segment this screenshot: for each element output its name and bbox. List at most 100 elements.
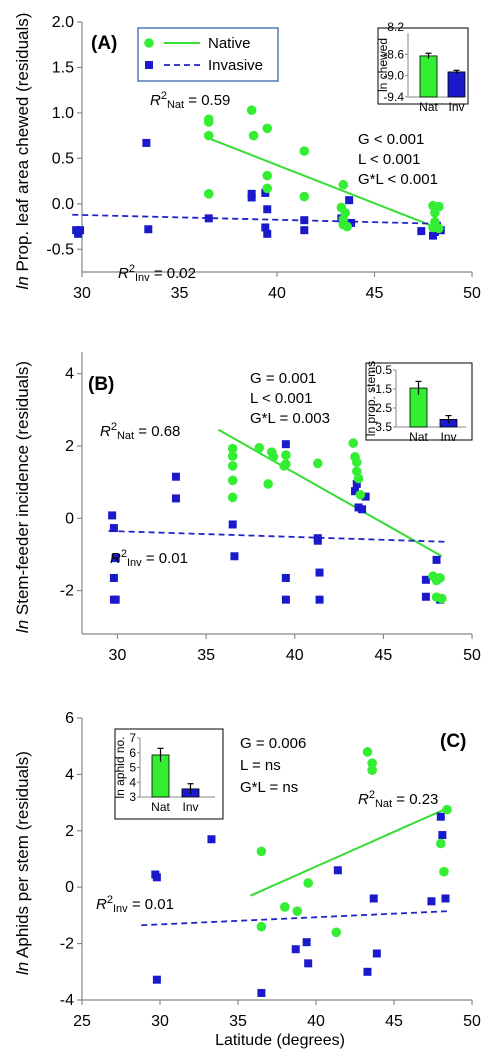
r2-value: = 0.68	[134, 423, 180, 440]
native-point	[280, 902, 290, 912]
native-point	[367, 758, 377, 768]
y-axis-label-text: Stem-feeder incidence (residuals)	[13, 361, 32, 620]
inset-category-label: Inv	[440, 430, 456, 444]
x-tick-label: 45	[374, 647, 392, 664]
invasive-fit-line	[141, 910, 449, 927]
inset-y-tick-label: -9.0	[383, 69, 404, 83]
legend-native-marker	[144, 38, 154, 48]
inset-y-label: ln chewed	[376, 38, 390, 92]
inset-y-tick-label: -8.2	[383, 20, 404, 34]
inset-category-label: Inv	[182, 800, 198, 814]
native-point	[362, 747, 373, 757]
invasive-point	[438, 831, 447, 840]
native-point	[442, 804, 452, 815]
invasive-point	[315, 568, 324, 577]
stat-line: G = 0.006	[240, 735, 306, 752]
inset-y-label: ln aphid no.	[113, 736, 127, 798]
y-tick-label: -0.5	[46, 241, 74, 258]
y-tick-label: 0.0	[52, 196, 74, 213]
invasive-point	[417, 227, 426, 236]
invasive-point	[152, 873, 161, 882]
native-point	[262, 170, 273, 181]
stat-line: G*L < 0.001	[358, 171, 438, 188]
invasive-point	[171, 494, 180, 503]
inset-y-tick-label: -2.5	[371, 401, 392, 415]
r2-subscript: Nat	[117, 430, 134, 442]
y-tick-label: 0.5	[52, 150, 74, 167]
invasive-point	[281, 440, 290, 449]
stat-line: L < 0.001	[358, 151, 420, 168]
native-point	[254, 443, 265, 453]
r2-subscript: Nat	[167, 99, 184, 111]
y-tick-label: -2	[60, 583, 74, 600]
r2-value: = 0.01	[142, 550, 188, 567]
y-axis-label: ln Aphids per stem (residuals)	[13, 751, 32, 975]
native-point	[312, 458, 323, 469]
r2-symbol: R	[358, 791, 369, 808]
y-axis-label: ln Prop. leaf area chewed (residuals)	[13, 13, 32, 290]
native-point	[246, 105, 257, 115]
invasive-point	[421, 575, 430, 584]
x-tick-label: 30	[151, 1013, 169, 1030]
x-tick-label: 30	[109, 647, 127, 664]
invasive-point	[302, 938, 311, 947]
r2-subscript: Inv	[135, 272, 150, 284]
native-point	[262, 183, 273, 194]
invasive-point	[313, 536, 322, 545]
native-point	[256, 846, 267, 857]
native-point	[435, 573, 445, 583]
r2-value: = 0.59	[184, 92, 230, 109]
inset-bar-chart: -8.6 -9.0 -9.4 -8.2 Nat Inv ln chewed	[376, 20, 469, 114]
invasive-point	[345, 196, 354, 205]
inset-category-label: Nat	[419, 100, 438, 114]
y-axis-label-ln: ln	[13, 276, 32, 289]
native-point	[430, 208, 440, 218]
native-point	[279, 461, 289, 471]
invasive-point	[315, 595, 324, 604]
r2-value: = 0.23	[392, 791, 438, 808]
native-fit-line	[208, 137, 442, 231]
native-point	[303, 878, 314, 888]
y-tick-label: 1.0	[52, 105, 74, 122]
r2-invasive: R2Inv = 0.01	[110, 548, 188, 569]
y-tick-label: -2	[60, 936, 74, 953]
r2-superscript: 2	[121, 548, 127, 560]
native-point	[203, 130, 214, 141]
invasive-point	[109, 524, 118, 533]
invasive-point	[361, 492, 370, 501]
native-point	[331, 927, 342, 938]
invasive-point	[171, 472, 180, 481]
y-tick-label: 2	[65, 823, 74, 840]
invasive-point	[358, 505, 367, 514]
legend-invasive-label: Invasive	[208, 57, 263, 74]
invasive-point	[372, 949, 381, 958]
invasive-point	[351, 487, 359, 496]
inset-y-tick-label: 4	[129, 775, 136, 789]
native-point	[342, 221, 353, 232]
stat-line: G*L = 0.003	[250, 410, 330, 427]
inset-y-tick-label: 5	[129, 761, 136, 775]
x-axis-label: Latitude (degrees)	[215, 1032, 345, 1049]
invasive-point	[281, 595, 290, 604]
legend-native-label: Native	[208, 35, 251, 52]
invasive-point	[427, 897, 436, 906]
native-point	[434, 223, 444, 234]
native-point	[299, 191, 310, 202]
panel-a: -0.5 0.0 0.5 1.0 1.5 2.0 30 35 40 45 50 ln Prop. le…	[13, 13, 481, 302]
inset-y-tick-label: -9.4	[383, 90, 404, 104]
y-tick-label: 2.0	[52, 14, 74, 31]
x-tick-label: 45	[385, 1013, 403, 1030]
r2-value: = 0.02	[150, 265, 196, 282]
native-point	[203, 189, 214, 199]
r2-invasive: R2Inv = 0.02	[118, 263, 196, 284]
native-point	[227, 492, 238, 503]
invasive-point	[247, 193, 256, 202]
x-tick-label: 45	[366, 285, 384, 302]
invasive-point	[257, 988, 266, 997]
stat-line: G = 0.001	[250, 370, 316, 387]
invasive-point	[228, 520, 237, 529]
legend-invasive-marker	[145, 61, 153, 69]
x-tick-label: 30	[73, 285, 91, 302]
inset-bar-native	[419, 55, 438, 98]
